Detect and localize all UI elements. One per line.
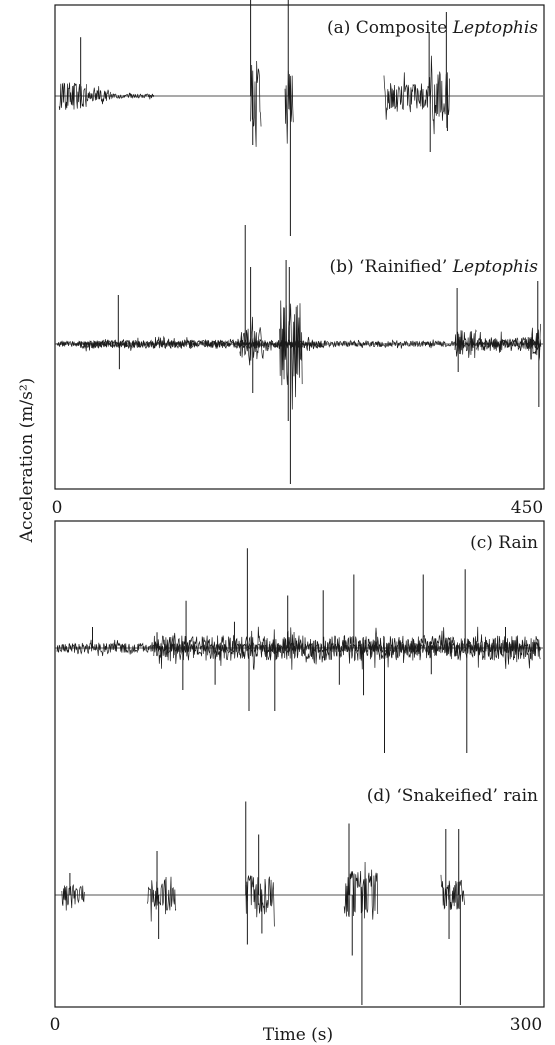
- traces: [55, 0, 543, 1005]
- series-label-a: (a) Composite Leptophis: [327, 18, 538, 38]
- top-x-tick-max: 450: [511, 498, 543, 518]
- trace-burst-c-1: [153, 626, 541, 670]
- trace-burst-b-5: [476, 331, 542, 353]
- bottom-chart-frame: [54, 520, 545, 1008]
- bottom-x-tick-max: 300: [510, 1015, 542, 1035]
- series-label-d: (d) ‘Snakeified’ rain: [367, 786, 538, 806]
- trace-burst-a-4: [284, 70, 294, 144]
- trace-burst-a-2: [110, 92, 155, 100]
- trace-burst-a-3: [250, 61, 262, 147]
- y-axis-label: Acceleration (m/s²): [17, 378, 37, 544]
- top-x-tick-min: 0: [52, 498, 63, 518]
- trace-burst-d-1: [147, 876, 177, 922]
- series-label-c: (c) Rain: [470, 533, 538, 553]
- trace-burst-a-1: [86, 86, 112, 105]
- top-chart-frame: [54, 4, 545, 490]
- trace-burst-d-3: [343, 862, 379, 920]
- trace-burst-a-0: [58, 82, 87, 111]
- trace-burst-d-0: [61, 883, 85, 911]
- x-axis-label: Time (s): [263, 1025, 333, 1045]
- trace-burst-a-5: [383, 72, 429, 120]
- series-label-b: (b) ‘Rainified’ Leptophis: [330, 257, 539, 277]
- trace-burst-d-4: [440, 874, 465, 910]
- trace-burst-b-4: [454, 329, 477, 358]
- bottom-x-tick-min: 0: [50, 1015, 61, 1035]
- trace-burst-b-3: [279, 300, 303, 410]
- trace-burst-d-2: [245, 875, 275, 927]
- trace-burst-b-2: [239, 316, 264, 366]
